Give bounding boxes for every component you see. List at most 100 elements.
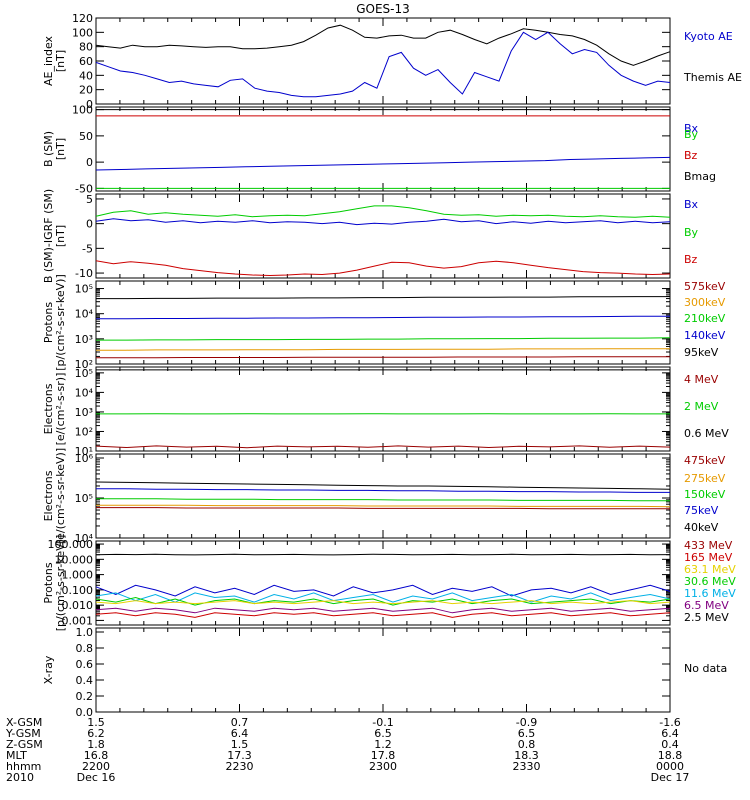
panel-frame [95, 17, 671, 105]
x-row-value: 2330 [513, 760, 541, 773]
series-63-1-mev [95, 596, 671, 606]
series-275kev [96, 504, 671, 508]
y-tick-label: 10⁶ [75, 452, 94, 465]
series-kyoto-ae [95, 24, 671, 66]
panel-frame [95, 106, 671, 192]
series-300kev [96, 348, 670, 351]
y-tick-label: 40 [79, 69, 93, 82]
legend-11-6-mev: 11.6 MeV [684, 587, 736, 600]
x-row-value: 17.8 [371, 749, 396, 762]
panel-frame [95, 193, 671, 279]
legend-bz: Bz [684, 253, 698, 266]
y-tick-label: 10³ [75, 333, 93, 346]
x-row-value: 18.3 [514, 749, 539, 762]
y-tick-label: 10⁵ [75, 283, 93, 296]
legend-kyoto-ae: Kyoto AE [684, 30, 733, 43]
y-axis-label: Protons [42, 302, 55, 343]
x-row-value: 0.4 [661, 738, 679, 751]
legend-165-mev: 165 MeV [684, 551, 733, 564]
y-tick-label: 1.0 [76, 626, 94, 639]
x-row-value: 2230 [226, 760, 254, 773]
y-tick-label: 10.000 [55, 553, 94, 566]
legend-75kev: 75keV [684, 504, 719, 517]
legend-by: By [684, 128, 699, 141]
panel-xray: 0.0 0.2 0.4 0.6 0.8 1.0 X-ray No data [42, 626, 727, 719]
x-row-value: -1.6 [659, 716, 680, 729]
panel-dbi: -10 -5 0 5 B (SM)-IGRF (SM) [nT] Bx By Bz [42, 189, 699, 283]
y-tick-label: 0.100 [62, 584, 94, 597]
legend-40kev: 40keV [684, 521, 719, 534]
series-6-5-mev [95, 607, 671, 614]
y-tick-label: 60 [79, 55, 93, 68]
series-140kev [96, 315, 670, 320]
y-tick-label: -50 [75, 182, 93, 195]
series-30-6-mev [95, 592, 671, 603]
x-row-value: -0.9 [516, 716, 537, 729]
y-tick-label: 10² [75, 425, 93, 438]
legend-bx: Bx [684, 198, 699, 211]
x-row-value: 0000 [656, 760, 684, 773]
y-tick-label: 100 [72, 26, 93, 39]
y-tick-label: 5 [86, 193, 93, 206]
y-tick-label: 0 [86, 218, 93, 231]
legend-no-data: No data [684, 662, 727, 675]
y-axis-label: AE_index [42, 35, 55, 86]
legend-bmag: Bmag [684, 170, 716, 183]
y-tick-label: 1.000 [62, 569, 94, 582]
panel-frame [95, 540, 671, 626]
x-row-value: 1.5 [231, 738, 249, 751]
y-axis-label: Electrons [42, 383, 55, 434]
x-row-label: MLT [6, 749, 27, 762]
y-tick-label: 100.000 [48, 538, 94, 551]
y-tick-label: 80 [79, 41, 93, 54]
y-tick-label: 10⁵ [75, 367, 93, 380]
series-40kev [95, 481, 671, 490]
x-row-value: 18.8 [658, 749, 683, 762]
x-row-value: 1.2 [374, 738, 392, 751]
y-tick-label: 100 [72, 104, 93, 117]
panel-e1: 10¹ 10² 10³ 10⁴ 10⁵ Electrons [e/(cm²-s-sr)] 4 … [42, 366, 729, 458]
y-axis-unit: [e/(cm²-s-sr)] [54, 373, 67, 446]
plot-title: GOES-13 [356, 2, 410, 16]
x-row-value: -0.1 [372, 716, 393, 729]
y-tick-label: 10⁵ [75, 492, 93, 505]
legend-0-6-mev: 0.6 MeV [684, 427, 729, 440]
y-tick-label: -10 [75, 267, 93, 280]
y-tick-label: 120 [72, 12, 93, 25]
series-themis-ae [95, 31, 671, 98]
x-row-label: Y-GSM [5, 727, 41, 740]
panel-frame [95, 627, 671, 713]
y-tick-label: 0.010 [62, 599, 94, 612]
y-tick-label: 0.0 [76, 706, 94, 719]
x-row-value: 2200 [82, 760, 110, 773]
x-row-value: 1.5 [87, 716, 105, 729]
y-axis-label: B (SM)-IGRF (SM) [42, 189, 55, 283]
panel-p1: 10² 10³ 10⁴ 10⁵ Protons [p/(cm²-s-sr-keV)] 575… [42, 274, 726, 371]
series-150kev [96, 498, 670, 502]
series-bx [95, 218, 671, 226]
x-row-value: 17.3 [227, 749, 252, 762]
x-row-label: 2010 [6, 771, 34, 784]
y-tick-label: 20 [79, 84, 93, 97]
legend-150kev: 150keV [684, 488, 726, 501]
x-row-value: 6.4 [231, 727, 249, 740]
y-tick-label: 0.6 [76, 658, 94, 671]
y-tick-label: 0 [86, 98, 93, 111]
y-axis-label: X-ray [42, 655, 55, 684]
legend-433-mev: 433 MeV [684, 539, 733, 552]
x-row-value: 0.7 [231, 716, 249, 729]
x-row-value: 2300 [369, 760, 397, 773]
legend-95kev: 95keV [684, 346, 719, 359]
legend-275kev: 275keV [684, 472, 726, 485]
legend-by: By [684, 226, 699, 239]
y-axis-unit: [p/(cm²-s-sr-keV)] [54, 274, 67, 371]
panel-e2: 10⁴ 10⁵ 10⁶ Electrons [e/(cm²-s-sr-keV)] 475k… [42, 448, 726, 545]
y-tick-label: 0.8 [76, 642, 94, 655]
series-bx [95, 156, 671, 171]
y-axis-label: Electrons [42, 470, 55, 521]
y-axis-label: B (SM) [42, 131, 55, 167]
x-axis-table: X-GSM 1.5 0.7 -0.1 -0.9 -1.6 Y-GSM 6.2 6.4 6.5 6.5… [5, 716, 689, 784]
